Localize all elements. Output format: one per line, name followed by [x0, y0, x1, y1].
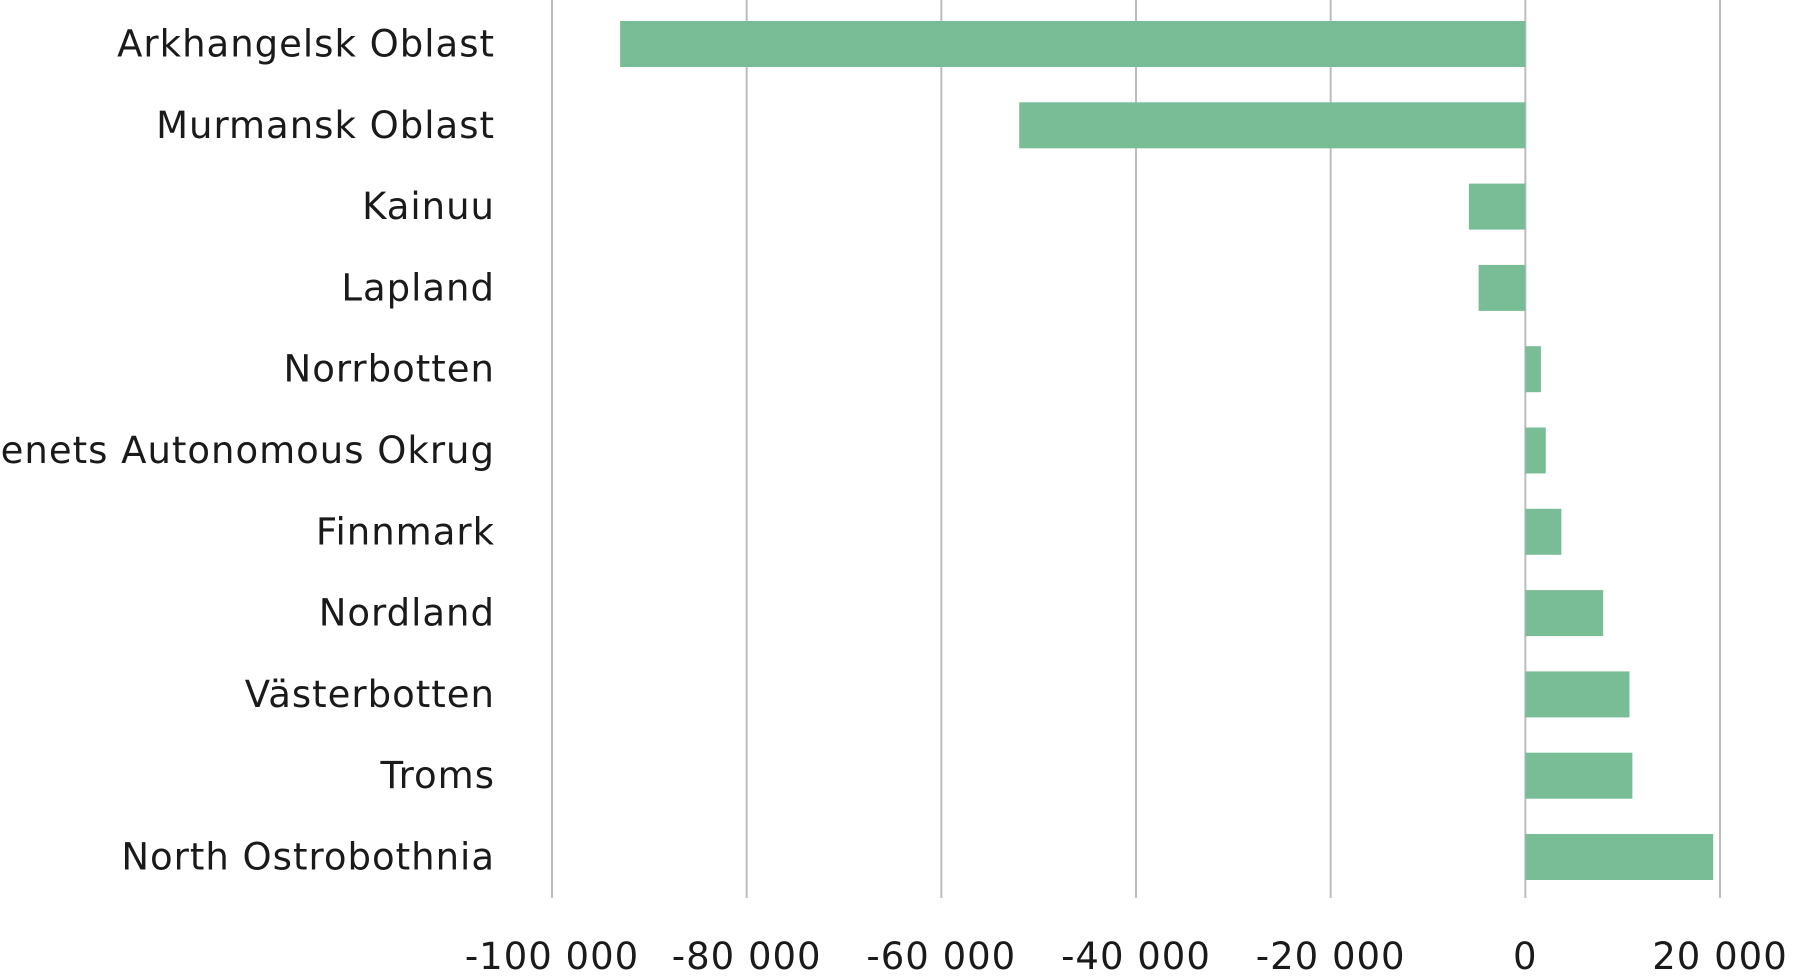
- category-label: North Ostrobothnia: [121, 836, 495, 879]
- x-tick-label: -100 000: [465, 935, 639, 978]
- x-tick-label: -40 000: [1061, 935, 1211, 978]
- bar: [1525, 427, 1546, 474]
- bar: [1525, 590, 1604, 637]
- category-labels: Arkhangelsk Oblast Murmansk Oblast Kainuu L…: [0, 23, 495, 879]
- category-label: Nordland: [319, 592, 495, 635]
- x-tick-label: -60 000: [866, 935, 1016, 978]
- x-tick-labels: -100 000 -80 000 -60 000 -40 000 -20 000 0 20 …: [465, 935, 1787, 978]
- category-label: Kainuu: [362, 185, 495, 228]
- x-tick-label: -20 000: [1256, 935, 1406, 978]
- bar: [1525, 671, 1630, 718]
- bars: [620, 21, 1714, 880]
- x-tick-label: 20 000: [1652, 935, 1787, 978]
- category-label: Norrbotten: [284, 348, 495, 391]
- bar: [1525, 834, 1714, 880]
- x-tick-label: 0: [1513, 935, 1538, 978]
- category-label: Lapland: [341, 266, 495, 309]
- category-label: Nenets Autonomous Okrug: [0, 429, 495, 472]
- bar: [1525, 508, 1562, 555]
- bar: [620, 21, 1526, 67]
- category-label: Finnmark: [316, 510, 495, 553]
- category-label: Arkhangelsk Oblast: [117, 23, 495, 66]
- category-label: Västerbotten: [245, 673, 495, 716]
- bar: [1478, 264, 1526, 311]
- bar: [1525, 752, 1633, 799]
- bar: [1525, 346, 1541, 393]
- category-label: Murmansk Oblast: [156, 104, 495, 147]
- category-label: Troms: [379, 754, 495, 797]
- x-tick-label: -80 000: [672, 935, 822, 978]
- bar: [1468, 183, 1526, 230]
- bar: [1019, 102, 1526, 149]
